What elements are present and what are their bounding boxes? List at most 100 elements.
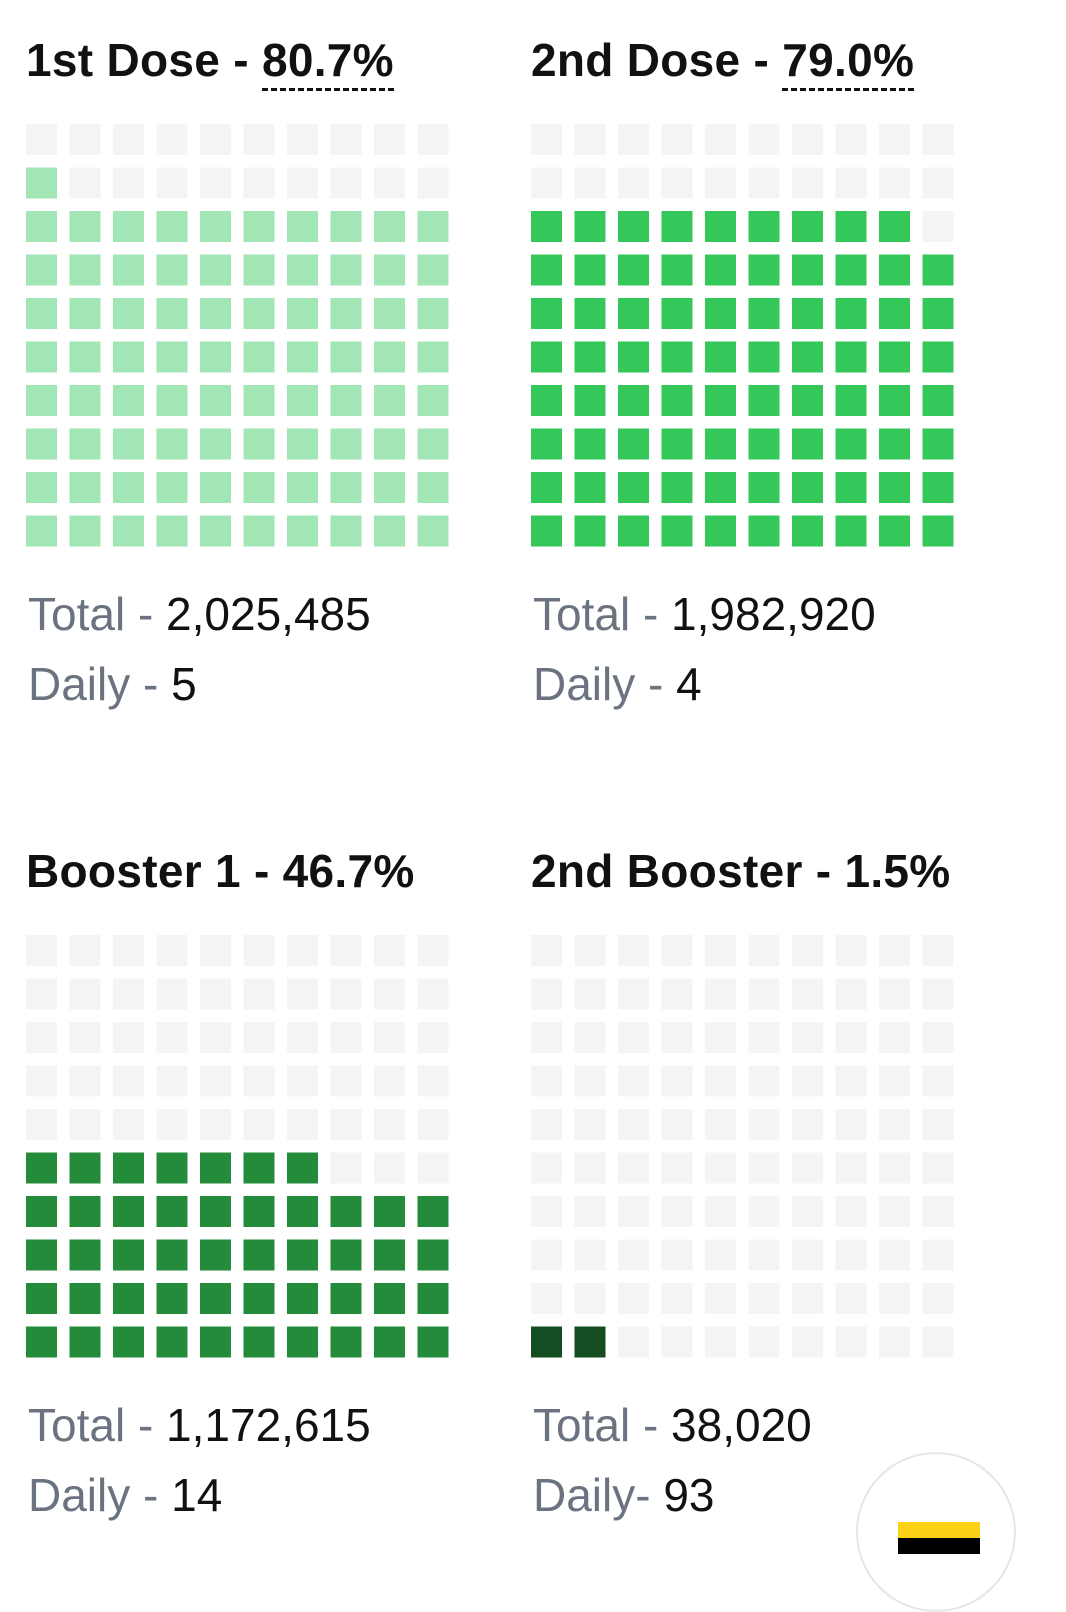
title-percent[interactable]: 80.7% <box>261 34 394 91</box>
waffle-square-filled <box>69 254 101 286</box>
waffle-square-filled <box>330 1239 362 1271</box>
waffle-chart <box>531 124 954 547</box>
waffle-square-filled <box>922 385 954 416</box>
waffle-square-empty <box>618 1109 649 1140</box>
waffle-square-filled <box>287 341 318 373</box>
waffle-square-empty <box>417 167 449 199</box>
waffle-square-empty <box>243 978 275 1010</box>
waffle-square-empty <box>922 1196 954 1227</box>
waffle-square-empty <box>243 1022 275 1053</box>
waffle-square-filled <box>156 385 188 416</box>
waffle-square-filled <box>113 385 144 416</box>
waffle-square-filled <box>922 428 954 460</box>
title-label: 2nd Dose - <box>531 34 783 86</box>
waffle-square-empty <box>792 1022 823 1053</box>
waffle-square-filled <box>748 298 780 329</box>
waffle-square-filled <box>661 472 693 503</box>
waffle-square-empty <box>922 1239 954 1271</box>
total-value: 1,172,615 <box>166 1399 371 1451</box>
waffle-square-filled <box>879 341 910 373</box>
waffle-square-filled <box>69 1326 101 1358</box>
waffle-square-filled <box>69 211 101 242</box>
title-percent[interactable]: 79.0% <box>782 34 915 91</box>
daily-stat: Daily - 4 <box>533 656 702 712</box>
waffle-square-filled <box>113 298 144 329</box>
waffle-square-filled <box>243 1283 275 1314</box>
waffle-square-empty <box>243 1109 275 1140</box>
waffle-square-empty <box>374 1109 405 1140</box>
waffle-square-empty <box>748 1326 780 1358</box>
waffle-square-empty <box>922 167 954 199</box>
waffle-square-empty <box>69 167 101 199</box>
waffle-square-empty <box>618 124 649 155</box>
waffle-square-filled <box>113 341 144 373</box>
waffle-square-filled <box>26 472 57 503</box>
waffle-square-empty <box>748 1065 780 1097</box>
waffle-square-filled <box>113 515 144 547</box>
flag-stripe-yellow <box>898 1522 980 1538</box>
waffle-square-filled <box>243 1239 275 1271</box>
waffle-square-empty <box>287 167 318 199</box>
waffle-square-filled <box>705 298 736 329</box>
waffle-square-filled <box>574 1326 606 1358</box>
waffle-square-filled <box>156 298 188 329</box>
waffle-square-filled <box>618 515 649 547</box>
waffle-square-filled <box>618 385 649 416</box>
waffle-square-empty <box>792 124 823 155</box>
daily-value: 4 <box>676 658 702 710</box>
waffle-square-filled <box>330 341 362 373</box>
waffle-square-filled <box>374 254 405 286</box>
waffle-square-filled <box>374 1239 405 1271</box>
waffle-square-empty <box>618 978 649 1010</box>
waffle-square-empty <box>835 1239 867 1271</box>
daily-stat: Daily- 93 <box>533 1467 715 1523</box>
waffle-square-empty <box>531 978 562 1010</box>
waffle-square-empty <box>417 978 449 1010</box>
waffle-square-empty <box>835 1196 867 1227</box>
waffle-square-filled <box>26 254 57 286</box>
waffle-square-empty <box>531 1283 562 1314</box>
waffle-square-empty <box>574 1283 606 1314</box>
waffle-square-filled <box>879 515 910 547</box>
waffle-square-empty <box>748 167 780 199</box>
waffle-square-filled <box>705 385 736 416</box>
waffle-square-filled <box>374 1196 405 1227</box>
waffle-square-filled <box>26 211 57 242</box>
waffle-square-filled <box>243 428 275 460</box>
waffle-square-empty <box>69 978 101 1010</box>
waffle-square-empty <box>200 1022 231 1053</box>
waffle-square-empty <box>879 1065 910 1097</box>
waffle-square-filled <box>243 211 275 242</box>
waffle-square-empty <box>243 167 275 199</box>
waffle-square-filled <box>792 472 823 503</box>
title-label: Booster 1 - <box>26 845 283 897</box>
waffle-square-filled <box>748 254 780 286</box>
waffle-square-empty <box>417 1152 449 1184</box>
waffle-square-filled <box>200 341 231 373</box>
waffle-square-filled <box>374 341 405 373</box>
waffle-square-empty <box>922 1283 954 1314</box>
waffle-square-empty <box>922 1065 954 1097</box>
waffle-square-filled <box>618 428 649 460</box>
waffle-square-empty <box>374 1152 405 1184</box>
waffle-square-filled <box>287 254 318 286</box>
waffle-square-empty <box>792 1283 823 1314</box>
waffle-square-filled <box>835 472 867 503</box>
waffle-square-filled <box>243 298 275 329</box>
waffle-square-empty <box>792 1152 823 1184</box>
waffle-square-empty <box>531 935 562 966</box>
waffle-square-filled <box>287 1152 318 1184</box>
waffle-square-filled <box>156 341 188 373</box>
waffle-square-empty <box>792 978 823 1010</box>
waffle-square-empty <box>574 1196 606 1227</box>
waffle-square-filled <box>243 1326 275 1358</box>
waffle-square-empty <box>374 1022 405 1053</box>
waffle-square-filled <box>417 472 449 503</box>
waffle-square-filled <box>661 428 693 460</box>
waffle-square-filled <box>200 515 231 547</box>
flag-badge-button[interactable] <box>856 1452 1016 1612</box>
waffle-square-filled <box>879 254 910 286</box>
waffle-square-filled <box>574 515 606 547</box>
flag-stripe-black <box>898 1538 980 1554</box>
waffle-square-filled <box>200 1196 231 1227</box>
